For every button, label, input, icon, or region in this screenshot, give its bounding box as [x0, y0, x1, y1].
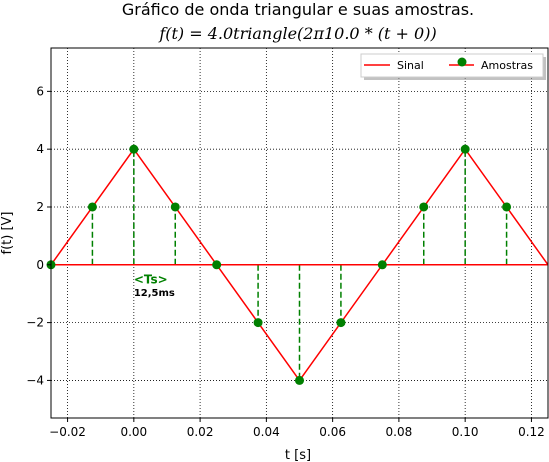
sample-marker [170, 202, 180, 212]
legend-amostras-marker [457, 57, 467, 67]
y-axis-label: f(t) [V] [0, 212, 15, 255]
x-tick-label: 0.06 [319, 425, 346, 439]
x-tick-label: −0.02 [49, 425, 86, 439]
x-tick-label: 0.08 [386, 425, 413, 439]
y-tick-label: −4 [26, 373, 44, 387]
sample-marker [377, 260, 387, 270]
x-axis-label: t [s] [285, 448, 311, 462]
legend-sinal-label: Sinal [397, 59, 424, 72]
sample-marker [253, 318, 263, 328]
y-tick-label: 2 [36, 200, 44, 214]
sample-marker [460, 144, 470, 154]
sample-marker [129, 144, 139, 154]
annotation-ts: <Ts> [134, 272, 168, 286]
x-tick-label: 0.12 [518, 425, 545, 439]
y-tick-label: 6 [36, 84, 44, 98]
sample-marker [336, 318, 346, 328]
x-tick-label: 0.04 [253, 425, 280, 439]
y-tick-label: 4 [36, 142, 44, 156]
x-tick-label: 0.10 [452, 425, 479, 439]
sample-marker [212, 260, 222, 270]
y-tick-label: 0 [36, 258, 44, 272]
sample-marker [502, 202, 512, 212]
plot-area: <Ts> 12,5ms −0.02 0.00 0.02 0.04 0.06 0.08 0.10 0… [26, 47, 549, 439]
sample-marker [295, 375, 304, 385]
annotation-period: 12,5ms [134, 288, 175, 299]
chart-title: Gráfico de onda triangular e suas amostr… [122, 0, 474, 19]
sample-marker [419, 202, 429, 212]
x-tick-label: 0.02 [187, 425, 214, 439]
sample-marker [87, 202, 97, 212]
y-tick-label: −2 [26, 316, 44, 330]
legend-amostras-label: Amostras [481, 59, 533, 72]
axes-frame [50, 47, 549, 419]
x-tick-label: 0.00 [120, 425, 147, 439]
chart-subtitle: f(t) = 4.0triangle(2π10.0 * (t + 0)) [158, 24, 436, 43]
legend: Sinal Amostras [360, 53, 546, 80]
